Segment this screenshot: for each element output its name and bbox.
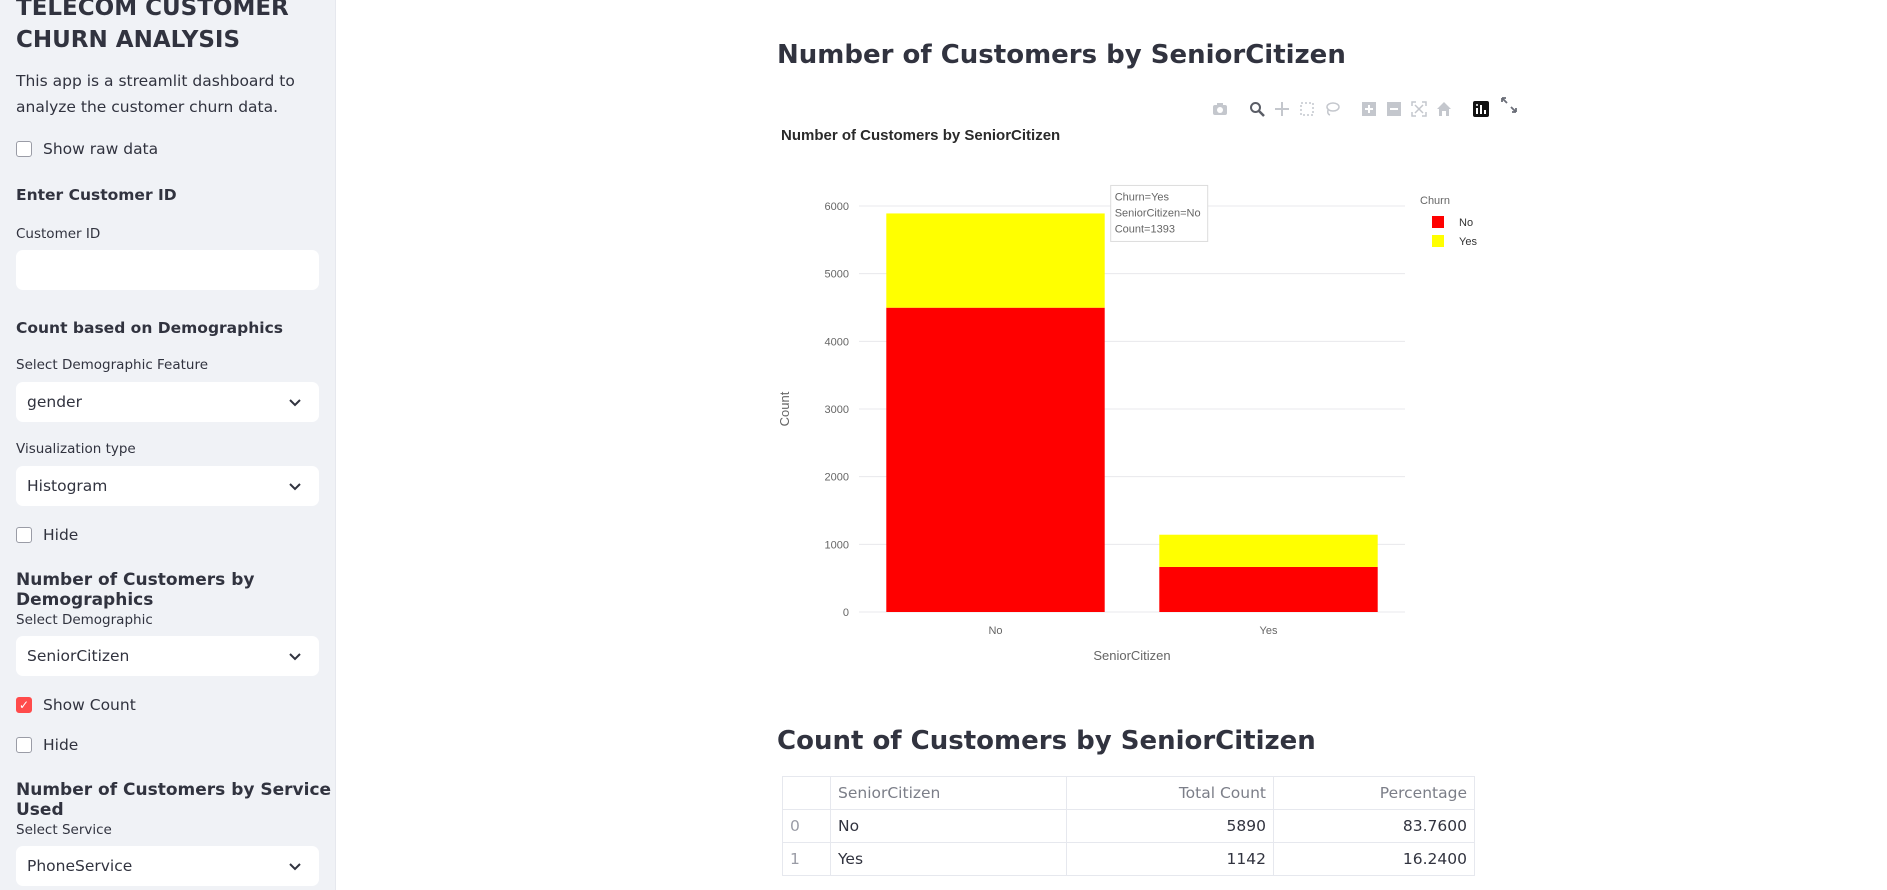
zoom-icon[interactable]	[1249, 101, 1265, 117]
hover-tooltip	[1110, 184, 1209, 242]
select-demographic-feature-label: Select Demographic Feature	[16, 357, 209, 373]
legend-label: Yes	[1459, 236, 1477, 248]
plotly-logo-icon[interactable]	[1473, 101, 1489, 117]
bar-no-no	[886, 307, 1105, 612]
table-cell: 0	[782, 809, 831, 843]
checkbox-label: Show Count	[43, 696, 136, 714]
count-table: SeniorCitizen Total Count Percentage 0 N…	[782, 776, 1475, 876]
table-row: 1 Yes 1142 16.2400	[782, 842, 1475, 876]
sidebar: TELECOM CUSTOMER CHURN ANALYSIS This app…	[0, 0, 336, 890]
x-tick-label: Yes	[1260, 625, 1278, 637]
lasso-icon[interactable]	[1324, 101, 1340, 117]
y-tick-label: 1000	[825, 539, 849, 551]
bar-yes-yes	[1159, 534, 1378, 567]
select-value: SeniorCitizen	[27, 647, 130, 665]
y-tick-label: 5000	[825, 269, 849, 281]
table-cell: 16.2400	[1273, 842, 1475, 876]
chart-title: Number of Customers by SeniorCitizen	[781, 127, 1060, 144]
checkbox-box[interactable]	[16, 737, 32, 753]
select-demographic-label: Select Demographic	[16, 612, 153, 628]
chevron-down-icon	[289, 399, 301, 407]
legend-title: Churn	[1420, 195, 1450, 207]
y-tick-label: 6000	[825, 201, 849, 213]
visualization-type-label: Visualization type	[16, 441, 136, 457]
show-count-checkbox[interactable]: ✓ Show Count	[16, 694, 136, 716]
tooltip-line: SeniorCitizen=No	[1115, 207, 1201, 219]
fullscreen-icon[interactable]	[1500, 96, 1518, 114]
hide-checkbox-1[interactable]: Hide	[16, 524, 78, 546]
bar-yes-no	[886, 213, 1105, 308]
customer-id-input[interactable]	[16, 250, 319, 290]
legend-swatch	[1432, 216, 1444, 228]
y-tick-label: 0	[843, 607, 849, 619]
service-select[interactable]: PhoneService	[16, 846, 319, 886]
autoscale-icon[interactable]	[1411, 101, 1427, 117]
tooltip-line: Churn=Yes	[1115, 191, 1170, 203]
chevron-down-icon	[289, 653, 301, 661]
count-demographics-heading: Count based on Demographics	[16, 319, 283, 337]
box-select-icon[interactable]	[1299, 101, 1315, 117]
num-customers-service-heading: Number of Customers by Service Used	[16, 780, 332, 820]
zoom-out-icon[interactable]	[1386, 101, 1402, 117]
table-cell: No	[830, 809, 1067, 843]
select-value: Histogram	[27, 477, 108, 495]
checkbox-label: Hide	[43, 526, 79, 544]
page-heading: Number of Customers by SeniorCitizen	[777, 40, 1346, 70]
plotly-modebar	[1212, 100, 1498, 118]
table-header-row: SeniorCitizen Total Count Percentage	[782, 776, 1475, 810]
chevron-down-icon	[289, 483, 301, 491]
app-title: TELECOM CUSTOMER CHURN ANALYSIS	[16, 0, 289, 53]
legend-swatch	[1432, 235, 1444, 247]
demographic-feature-select[interactable]: gender	[16, 382, 319, 422]
table-header-cell: Total Count	[1066, 776, 1274, 810]
x-tick-label: No	[988, 625, 1002, 637]
reset-axes-icon[interactable]	[1436, 101, 1452, 117]
demographic-select[interactable]: SeniorCitizen	[16, 636, 319, 676]
select-service-label: Select Service	[16, 822, 112, 838]
select-value: gender	[27, 393, 82, 411]
table-cell: 83.7600	[1273, 809, 1475, 843]
checkbox-label: Show raw data	[43, 140, 159, 158]
customer-id-label: Customer ID	[16, 226, 101, 242]
pan-icon[interactable]	[1274, 101, 1290, 117]
table-cell: 5890	[1066, 809, 1274, 843]
enter-customer-id-heading: Enter Customer ID	[16, 186, 177, 204]
checkbox-label: Hide	[43, 736, 79, 754]
table-row: 0 No 5890 83.7600	[782, 809, 1475, 843]
table-cell: 1	[782, 842, 831, 876]
table-header-cell: Percentage	[1273, 776, 1475, 810]
checkbox-box[interactable]	[16, 141, 32, 157]
chevron-down-icon	[289, 863, 301, 871]
y-tick-label: 2000	[825, 472, 849, 484]
bar-no-yes	[1159, 566, 1378, 612]
app-description: This app is a streamlit dashboard to ana…	[16, 72, 295, 116]
checkbox-box[interactable]	[16, 527, 32, 543]
y-tick-label: 3000	[825, 404, 849, 416]
select-value: PhoneService	[27, 857, 133, 875]
visualization-type-select[interactable]: Histogram	[16, 466, 319, 506]
x-axis-label: SeniorCitizen	[1093, 648, 1170, 663]
zoom-in-icon[interactable]	[1361, 101, 1377, 117]
count-heading: Count of Customers by SeniorCitizen	[777, 726, 1316, 756]
show-raw-data-checkbox[interactable]: Show raw data	[16, 138, 158, 160]
table-cell: 1142	[1066, 842, 1274, 876]
tooltip-line: Count=1393	[1115, 223, 1175, 235]
num-customers-demographics-heading: Number of Customers by Demographics	[16, 570, 255, 610]
table-cell: Yes	[830, 842, 1067, 876]
table-header-cell: SeniorCitizen	[830, 776, 1067, 810]
hide-checkbox-2[interactable]: Hide	[16, 734, 78, 756]
table-header-cell	[782, 776, 831, 810]
bar-chart: Number of Customers by SeniorCitizen 0 100…	[777, 127, 1477, 663]
camera-icon[interactable]	[1212, 101, 1228, 117]
y-tick-label: 4000	[825, 336, 849, 348]
legend-label: No	[1459, 217, 1473, 229]
checkmark-icon[interactable]: ✓	[16, 697, 32, 713]
y-axis-label: Count	[777, 391, 792, 426]
